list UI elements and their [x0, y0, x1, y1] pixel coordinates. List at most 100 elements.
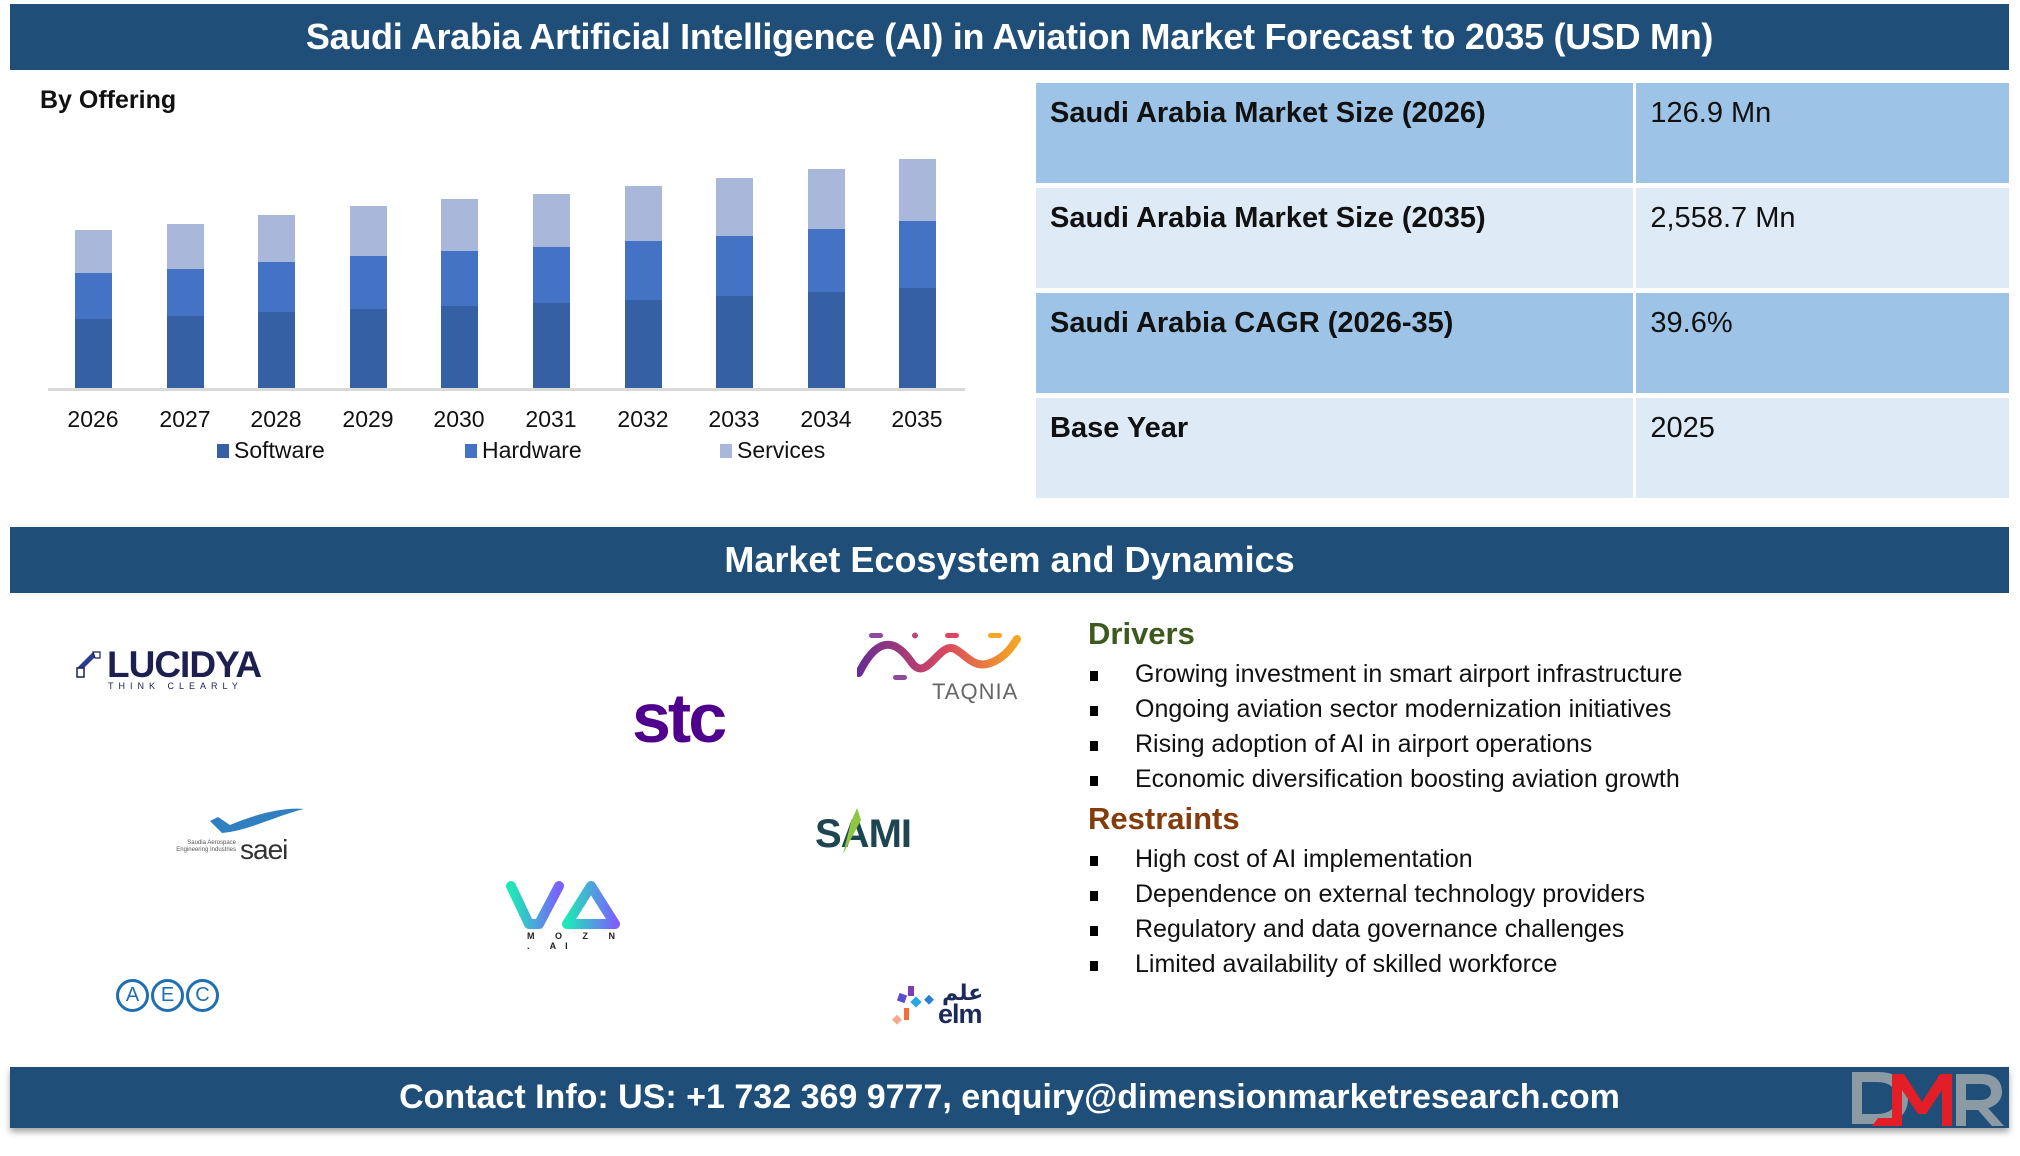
bar-2032: [625, 186, 662, 389]
x-axis-label: 2028: [250, 406, 302, 432]
bar-segment-software: [533, 303, 570, 389]
legend-item-hardware: Hardware: [465, 437, 582, 464]
dmr-logo: [1852, 1072, 2004, 1126]
bar-segment-services: [808, 169, 845, 229]
contact-info: Contact Info: US: +1 732 369 9777, enqui…: [399, 1078, 1620, 1116]
elm-logo: علم elm: [886, 980, 991, 1029]
bar-segment-software: [350, 309, 387, 389]
stat-label: Base Year: [1036, 398, 1634, 498]
x-axis-label: 2029: [342, 406, 394, 432]
bar-segment-hardware: [167, 269, 204, 316]
elm-mark-icon: [892, 986, 934, 1025]
bar-segment-hardware: [899, 221, 936, 288]
stat-row-cagr: Saudi Arabia CAGR (2026-35) 39.6%: [1036, 293, 2009, 393]
bar-segment-software: [716, 296, 753, 389]
bar-2035: [899, 159, 936, 389]
stat-label: Saudi Arabia Market Size (2035): [1036, 188, 1634, 288]
legend-item-software: Software: [217, 437, 325, 464]
bullet-icon: [1090, 960, 1098, 971]
bullet-icon: [1090, 740, 1098, 751]
taqnia-logo: TAQNIA: [857, 631, 1022, 706]
bar-segment-hardware: [75, 273, 112, 319]
restraint-item: Limited availability of skilled workforc…: [1090, 947, 1645, 982]
drivers-heading: Drivers: [1088, 616, 1195, 651]
bar-segment-software: [441, 306, 478, 389]
bar-segment-hardware: [533, 247, 570, 303]
x-axis-label: 2035: [891, 406, 943, 432]
bar-2026: [75, 230, 112, 389]
bullet-icon: [1090, 705, 1098, 716]
x-axis-label: 2031: [525, 406, 577, 432]
bar-segment-software: [899, 288, 936, 389]
bar-segment-hardware: [258, 262, 295, 312]
saei-logo: Saudia Aerospace Engineering Industries s…: [168, 805, 308, 865]
stat-value: 39.6%: [1636, 293, 2009, 393]
bar-segment-hardware: [441, 251, 478, 306]
stat-row-market-size-2026: Saudi Arabia Market Size (2026) 126.9 Mn: [1036, 83, 2009, 183]
bullet-icon: [1090, 925, 1098, 936]
bar-2031: [533, 194, 570, 389]
footer-banner: Contact Info: US: +1 732 369 9777, enqui…: [10, 1067, 2009, 1128]
bar-2029: [350, 206, 387, 389]
bar-segment-services: [625, 186, 662, 241]
stat-row-market-size-2035: Saudi Arabia Market Size (2035) 2,558.7 …: [1036, 188, 2009, 288]
bar-segment-services: [75, 230, 112, 273]
lucidya-mark-icon: [76, 651, 101, 678]
chart-baseline: [48, 388, 965, 391]
bullet-icon: [1090, 775, 1098, 786]
x-axis-label: 2030: [433, 406, 485, 432]
bullet-icon: [1090, 890, 1098, 901]
x-axis-label: 2034: [800, 406, 852, 432]
legend-swatch-software: [217, 443, 229, 458]
legend-item-services: Services: [720, 437, 825, 464]
drivers-list: Growing investment in smart airport infr…: [1090, 657, 1682, 797]
bar-segment-services: [716, 178, 753, 236]
bar-segment-software: [75, 319, 112, 389]
x-axis-label: 2033: [708, 406, 760, 432]
ecosystem-title: Market Ecosystem and Dynamics: [724, 539, 1295, 580]
stat-value: 2025: [1636, 398, 2009, 498]
bullet-icon: [1090, 855, 1098, 866]
bar-segment-hardware: [350, 256, 387, 309]
bar-segment-hardware: [808, 229, 845, 292]
bar-2033: [716, 178, 753, 389]
restraints-heading: Restraints: [1088, 801, 1240, 836]
bar-2028: [258, 215, 295, 389]
legend-swatch-services: [720, 443, 732, 458]
aec-logo: A E C: [116, 979, 219, 1012]
bar-segment-software: [167, 316, 204, 389]
bar-2034: [808, 169, 845, 389]
sami-logo: SAMI: [815, 808, 912, 857]
bar-2030: [441, 199, 478, 389]
legend-swatch-hardware: [465, 443, 477, 458]
driver-item: Growing investment in smart airport infr…: [1090, 657, 1682, 692]
mozn-mark-icon: [506, 881, 620, 929]
bar-segment-services: [167, 224, 204, 269]
ecosystem-banner: Market Ecosystem and Dynamics: [10, 527, 2009, 593]
stat-value: 2,558.7 Mn: [1636, 188, 2009, 288]
bar-segment-hardware: [625, 241, 662, 300]
page-title: Saudi Arabia Artificial Intelligence (AI…: [305, 16, 1714, 57]
bar-segment-services: [899, 159, 936, 221]
bar-segment-services: [441, 199, 478, 251]
bar-segment-services: [533, 194, 570, 247]
lucidya-logo: LUCIDYA THINK CLEARLY: [73, 644, 263, 694]
bar-segment-software: [258, 312, 295, 389]
stat-label: Saudi Arabia CAGR (2026-35): [1036, 293, 1634, 393]
restraint-item: High cost of AI implementation: [1090, 842, 1645, 877]
sami-accent-icon: [843, 808, 861, 854]
title-banner: Saudi Arabia Artificial Intelligence (AI…: [10, 4, 2009, 70]
bullet-icon: [1090, 670, 1098, 681]
stat-value: 126.9 Mn: [1636, 83, 2009, 183]
x-axis-label: 2026: [67, 406, 119, 432]
x-axis-label: 2027: [159, 406, 211, 432]
saei-swoosh-icon: [210, 808, 304, 833]
stc-logo: stc: [632, 679, 727, 757]
mozn-logo: M O Z N . AI: [505, 880, 625, 951]
bar-segment-software: [808, 292, 845, 389]
offering-chart: By Offering 2026 2027 2028 2029 2030 2031 2032…: [0, 0, 1000, 480]
stat-row-base-year: Base Year 2025: [1036, 398, 2009, 498]
driver-item: Ongoing aviation sector modernization in…: [1090, 692, 1682, 727]
taqnia-wave-icon: [857, 632, 1021, 680]
x-axis-label: 2032: [617, 406, 669, 432]
